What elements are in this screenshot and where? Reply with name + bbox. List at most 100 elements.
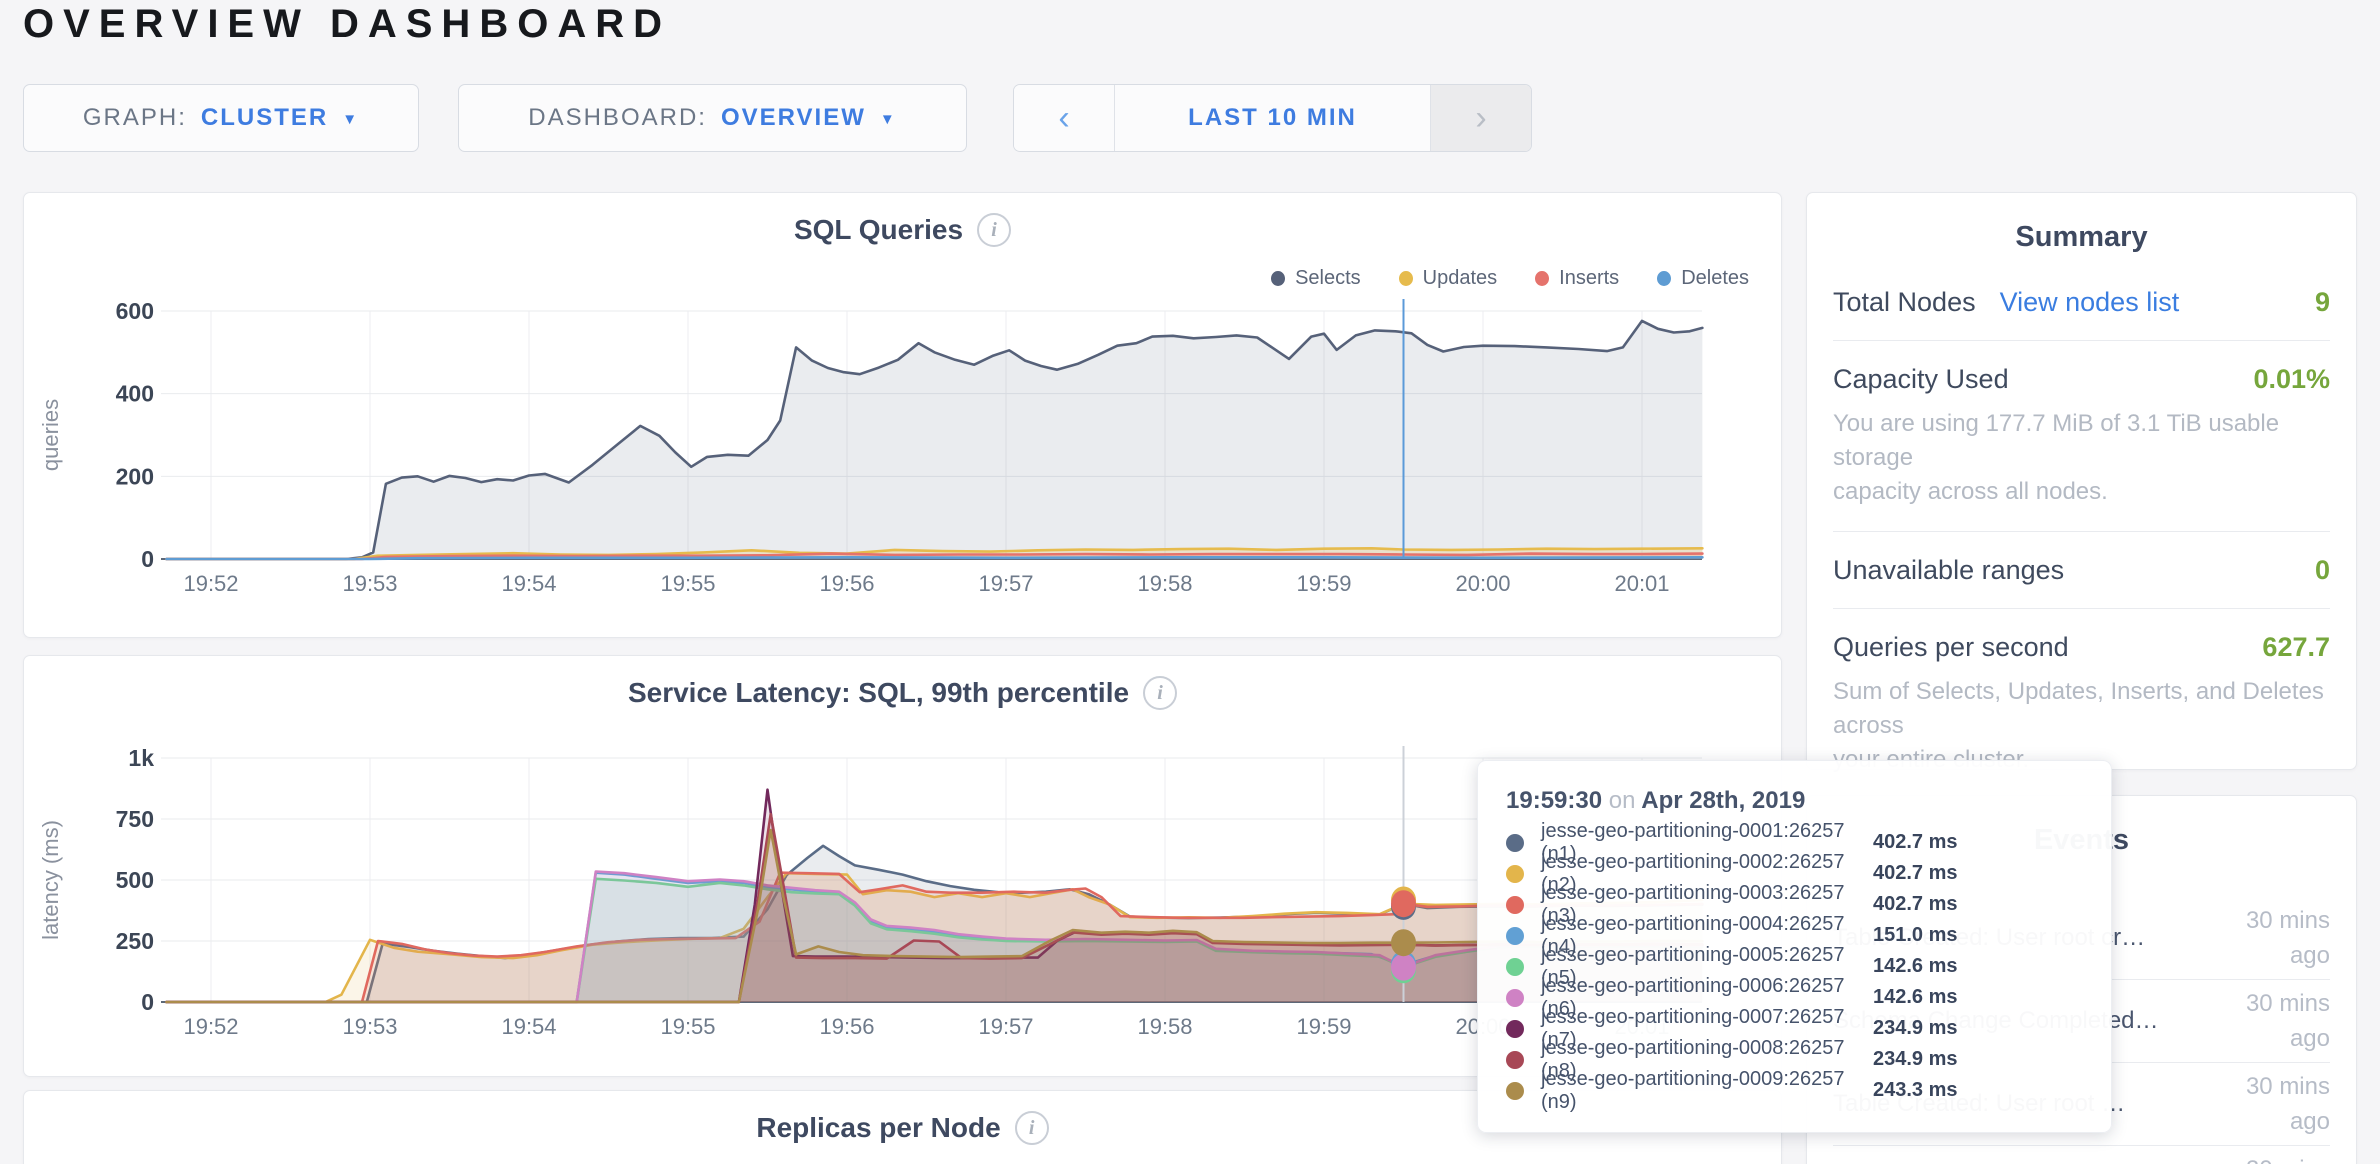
svg-text:latency (ms): latency (ms) xyxy=(38,820,63,940)
info-icon[interactable]: i xyxy=(977,213,1012,247)
svg-text:19:54: 19:54 xyxy=(501,571,556,596)
svg-text:19:53: 19:53 xyxy=(342,1014,397,1039)
summary-label: Unavailable ranges xyxy=(1833,555,2065,585)
svg-text:19:53: 19:53 xyxy=(342,571,397,596)
chevron-down-icon: ▼ xyxy=(879,111,897,128)
event-row[interactable]: Table Created: User root cr… 30 mins ago xyxy=(1833,1145,2330,1164)
tooltip-node-value: 402.7 ms xyxy=(1873,831,1958,853)
replicas-title: Replicas per Node xyxy=(756,1112,1001,1143)
legend-item-selects[interactable]: Selects xyxy=(1271,267,1361,290)
svg-text:1k: 1k xyxy=(128,745,154,771)
summary-subtext: You are using 177.7 MiB of 3.1 TiB usabl… xyxy=(1833,410,2280,505)
tooltip-node-value: 234.9 ms xyxy=(1873,1048,1958,1070)
tooltip-timestamp: 19:59:30 on Apr 28th, 2019 xyxy=(1506,787,2111,815)
tooltip-node-value: 402.7 ms xyxy=(1873,893,1958,915)
tooltip-row: jesse-geo-partitioning-0002:26257 (n2) 4… xyxy=(1506,851,2111,896)
tooltip-node-name: jesse-geo-partitioning-0007:26257 (n7) xyxy=(1541,1005,1845,1051)
svg-text:250: 250 xyxy=(116,928,154,954)
legend-dot-icon xyxy=(1271,271,1286,286)
svg-text:19:57: 19:57 xyxy=(978,1014,1033,1039)
tooltip-row: jesse-geo-partitioning-0004:26257 (n4) 1… xyxy=(1506,913,2111,958)
svg-text:0: 0 xyxy=(141,989,154,1015)
svg-text:20:01: 20:01 xyxy=(1614,571,1669,596)
series-dot-icon xyxy=(1506,926,1524,945)
svg-text:19:52: 19:52 xyxy=(183,571,238,596)
info-icon[interactable]: i xyxy=(1143,676,1178,710)
service-latency-title: Service Latency: SQL, 99th percentile xyxy=(627,677,1130,708)
tooltip-on: on xyxy=(1608,787,1636,814)
tooltip-node-name: jesse-geo-partitioning-0001:26257 (n1) xyxy=(1541,819,1845,865)
legend-item-inserts[interactable]: Inserts xyxy=(1535,267,1619,290)
info-icon[interactable]: i xyxy=(1014,1111,1049,1145)
series-dot-icon xyxy=(1506,833,1524,852)
graph-dropdown[interactable]: GRAPH: CLUSTER ▼ xyxy=(23,84,419,152)
summary-value: 0.01% xyxy=(2253,364,2330,394)
series-dot-icon xyxy=(1506,1081,1524,1100)
time-next-button[interactable]: › xyxy=(1430,85,1531,151)
tooltip-node-value: 142.6 ms xyxy=(1873,955,1958,977)
svg-text:500: 500 xyxy=(116,867,154,893)
legend-dot-icon xyxy=(1398,271,1413,286)
svg-text:400: 400 xyxy=(116,381,154,407)
svg-text:200: 200 xyxy=(116,463,154,489)
svg-text:19:52: 19:52 xyxy=(183,1014,238,1039)
time-prev-button[interactable]: ‹ xyxy=(1014,85,1115,151)
tooltip-node-value: 243.3 ms xyxy=(1873,1079,1958,1101)
summary-value: 0 xyxy=(2314,555,2330,585)
tooltip-node-value: 142.6 ms xyxy=(1873,986,1958,1008)
tooltip-node-name: jesse-geo-partitioning-0008:26257 (n8) xyxy=(1541,1036,1845,1082)
tooltip-node-value: 151.0 ms xyxy=(1873,924,1958,946)
event-time: 30 mins ago xyxy=(2218,1152,2330,1164)
legend-item-updates[interactable]: Updates xyxy=(1398,267,1497,290)
series-dot-icon xyxy=(1506,1050,1524,1069)
svg-text:19:59: 19:59 xyxy=(1296,571,1351,596)
view-nodes-link[interactable]: View nodes list xyxy=(1999,287,2180,317)
svg-text:19:55: 19:55 xyxy=(660,571,715,596)
event-time: 30 mins ago xyxy=(2245,1073,2330,1135)
tooltip-row: jesse-geo-partitioning-0008:26257 (n8) 2… xyxy=(1506,1037,2111,1082)
svg-text:19:57: 19:57 xyxy=(978,571,1033,596)
svg-text:19:54: 19:54 xyxy=(501,1014,556,1039)
series-dot-icon xyxy=(1506,957,1524,976)
tooltip-row: jesse-geo-partitioning-0003:26257 (n3) 4… xyxy=(1506,882,2111,927)
tooltip-rows: jesse-geo-partitioning-0001:26257 (n1) 4… xyxy=(1506,820,2111,1113)
summary-label: Capacity Used xyxy=(1833,364,2009,394)
svg-text:19:56: 19:56 xyxy=(819,1014,874,1039)
summary-row: Total Nodes View nodes list 9 xyxy=(1833,264,2330,341)
legend-item-deletes[interactable]: Deletes xyxy=(1657,267,1749,290)
chevron-down-icon: ▼ xyxy=(342,111,360,128)
sql-queries-title-row: SQL Queries i xyxy=(24,213,1781,247)
summary-value: 627.7 xyxy=(2262,632,2330,662)
page-title: OVERVIEW DASHBOARD xyxy=(23,2,671,46)
svg-text:19:58: 19:58 xyxy=(1137,571,1192,596)
svg-text:20:00: 20:00 xyxy=(1455,571,1510,596)
series-dot-icon xyxy=(1506,988,1524,1007)
svg-text:19:55: 19:55 xyxy=(660,1014,715,1039)
sql-queries-chart[interactable]: 19:52 19:53 19:54 19:55 19:56 19:57 19:58 19:59… xyxy=(24,193,1781,637)
svg-text:600: 600 xyxy=(116,298,154,324)
svg-text:0: 0 xyxy=(141,546,154,572)
tooltip-node-name: jesse-geo-partitioning-0009:26257 (n9) xyxy=(1541,1067,1845,1113)
event-time: 30 mins ago xyxy=(2245,990,2330,1052)
tooltip-node-name: jesse-geo-partitioning-0002:26257 (n2) xyxy=(1541,850,1845,896)
svg-text:19:59: 19:59 xyxy=(1296,1014,1351,1039)
dashboard-dropdown-label: DASHBOARD: xyxy=(528,104,707,131)
tooltip-node-name: jesse-geo-partitioning-0003:26257 (n3) xyxy=(1541,881,1845,927)
graph-dropdown-label: GRAPH: xyxy=(82,104,187,131)
tooltip-node-name: jesse-geo-partitioning-0006:26257 (n6) xyxy=(1541,974,1845,1020)
sql-queries-card: SQL Queries i Selects Updates Inserts De… xyxy=(23,192,1782,638)
summary-title: Summary xyxy=(2015,221,2148,253)
chart-hover-tooltip: 19:59:30 on Apr 28th, 2019 jesse-geo-par… xyxy=(1477,760,2112,1133)
tooltip-row: jesse-geo-partitioning-0006:26257 (n6) 1… xyxy=(1506,975,2111,1020)
service-latency-chart[interactable]: 19:52 19:53 19:54 19:55 19:56 19:57 19:58 19:59… xyxy=(24,656,1781,1076)
dashboard-dropdown[interactable]: DASHBOARD: OVERVIEW ▼ xyxy=(458,84,967,152)
summary-row: Unavailable ranges 0 xyxy=(1833,532,2330,609)
tooltip-date: Apr 28th, 2019 xyxy=(1641,787,1806,814)
tooltip-node-name: jesse-geo-partitioning-0004:26257 (n4) xyxy=(1541,912,1845,958)
time-range-button[interactable]: LAST 10 MIN xyxy=(1188,104,1357,131)
tooltip-row: jesse-geo-partitioning-0007:26257 (n7) 2… xyxy=(1506,1006,2111,1051)
svg-text:19:56: 19:56 xyxy=(819,571,874,596)
summary-row: Capacity Used 0.01% You are using 177.7 … xyxy=(1833,341,2330,532)
svg-text:queries: queries xyxy=(38,399,63,471)
